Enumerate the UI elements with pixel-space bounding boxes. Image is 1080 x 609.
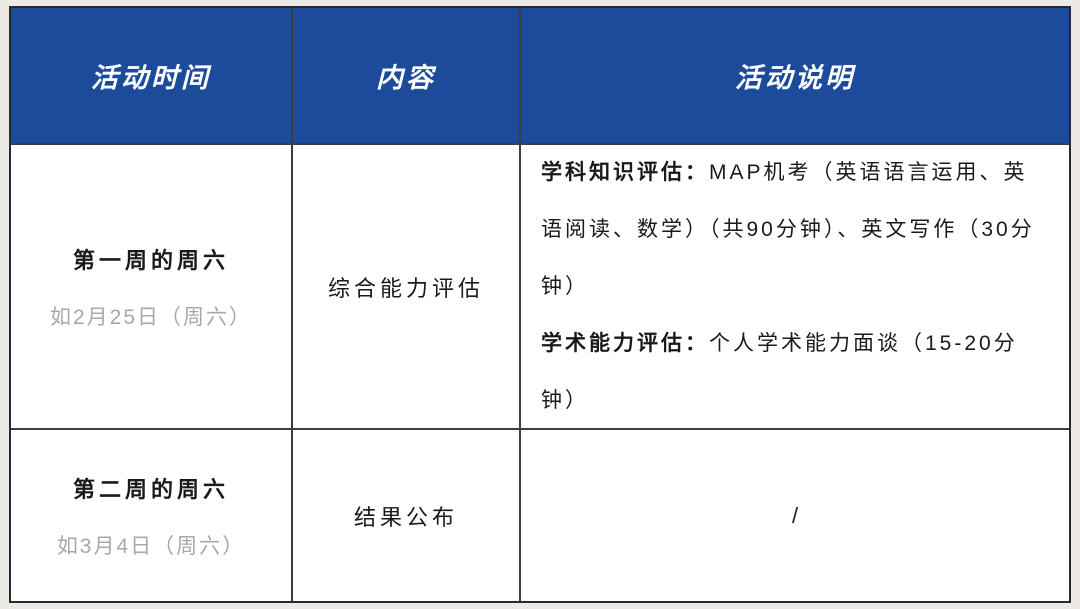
row1-desc-paragraph-1: 学科知识评估：MAP机考（英语语言运用、英语阅读、数学）（共90分钟）、英文写作… bbox=[541, 145, 1049, 315]
header-description-label: 活动说明 bbox=[735, 63, 855, 93]
row1-desc1-label: 学科知识评估： bbox=[541, 161, 709, 184]
table-row1-time-cell: 第一周的周六 如2月25日（周六） bbox=[11, 145, 293, 430]
schedule-table: 活动时间 内容 活动说明 第一周的周六 如2月25日（周六） 综合能力评估 学科… bbox=[9, 6, 1071, 603]
row1-desc-paragraph-2: 学术能力评估：个人学术能力面谈（15-20分钟） bbox=[541, 315, 1049, 428]
table-row2-time-cell: 第二周的周六 如3月4日（周六） bbox=[11, 430, 293, 601]
row2-time-sub: 如3月4日（周六） bbox=[56, 534, 246, 558]
row2-content-label: 结果公布 bbox=[353, 504, 458, 530]
table-row2-description-cell: / bbox=[521, 430, 1069, 601]
row1-desc1-body: MAP机考（英语语言运用、英语阅读、数学）（共90分钟）、英文写作（30分钟） bbox=[541, 161, 1035, 298]
row1-time-sub: 如2月25日（周六） bbox=[49, 305, 253, 329]
row1-desc2-label: 学术能力评估： bbox=[541, 332, 709, 355]
row1-desc2-body: 个人学术能力面谈（15-20分钟） bbox=[541, 332, 1018, 412]
row2-description-slash: / bbox=[791, 502, 799, 528]
header-cell-time: 活动时间 bbox=[11, 8, 293, 145]
header-cell-description: 活动说明 bbox=[521, 8, 1069, 145]
header-content-label: 内容 bbox=[376, 63, 436, 93]
table-row1-content-cell: 综合能力评估 bbox=[293, 145, 521, 430]
header-cell-content: 内容 bbox=[293, 8, 521, 145]
row2-time-main: 第二周的周六 bbox=[72, 476, 229, 502]
table-row2-content-cell: 结果公布 bbox=[293, 430, 521, 601]
table-row1-description-cell: 学科知识评估：MAP机考（英语语言运用、英语阅读、数学）（共90分钟）、英文写作… bbox=[521, 145, 1069, 430]
row1-content-label: 综合能力评估 bbox=[327, 275, 484, 301]
row1-time-main: 第一周的周六 bbox=[72, 247, 229, 273]
header-time-label: 活动时间 bbox=[91, 63, 211, 93]
